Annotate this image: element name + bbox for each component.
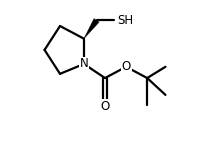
Text: O: O <box>100 100 110 113</box>
Text: N: N <box>80 58 88 70</box>
Polygon shape <box>84 19 99 39</box>
Text: O: O <box>121 60 131 73</box>
Text: SH: SH <box>118 14 134 27</box>
